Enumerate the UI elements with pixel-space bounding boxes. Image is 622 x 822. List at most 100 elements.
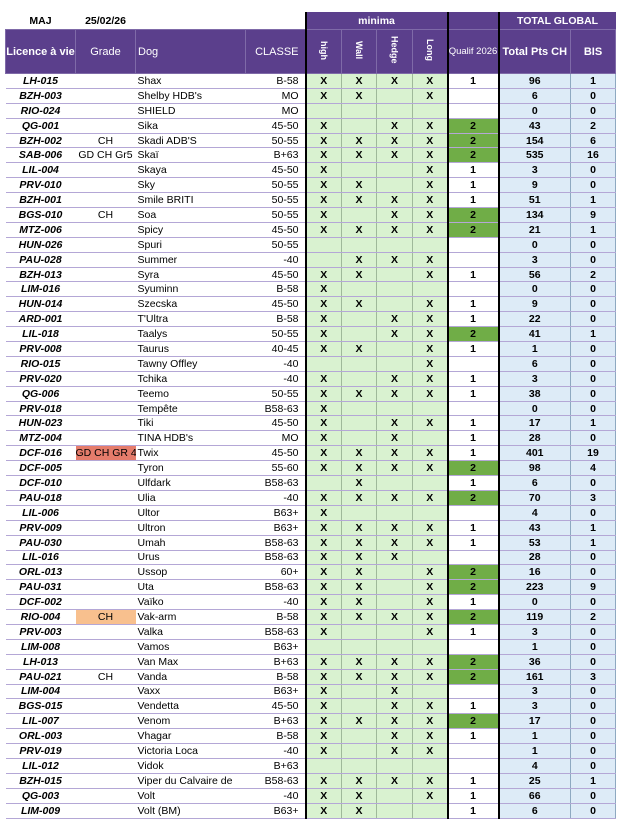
wall-cell[interactable]	[341, 103, 377, 119]
long-cell[interactable]	[411, 684, 449, 700]
classe-cell[interactable]: 45-50	[245, 267, 306, 283]
licence-cell[interactable]: BGS-015	[5, 698, 76, 715]
classe-cell[interactable]: 50-55	[245, 386, 306, 402]
long-cell[interactable]: X	[411, 713, 449, 730]
hedge-cell[interactable]: X	[376, 609, 413, 625]
licence-cell[interactable]: PRV-008	[5, 341, 76, 357]
licence-cell[interactable]: LH-013	[5, 654, 76, 670]
bis-cell[interactable]: 3	[570, 669, 617, 685]
hedge-cell[interactable]: X	[376, 252, 413, 268]
total-pts-cell[interactable]: 3	[498, 162, 572, 179]
grade-cell[interactable]	[75, 460, 136, 477]
table-row[interactable]: ARD-001 T'Ultra B-58 X X X 1 22 0	[5, 311, 617, 328]
wall-cell[interactable]	[341, 728, 377, 745]
wall-cell[interactable]	[341, 326, 377, 343]
high-cell[interactable]: X	[304, 713, 342, 730]
table-row[interactable]: LIL-016 Urus B58-63 X X X 28 0	[5, 550, 617, 566]
licence-cell[interactable]: ORL-003	[5, 728, 76, 745]
dog-cell[interactable]: Tchika	[135, 371, 246, 387]
wall-cell[interactable]	[341, 237, 377, 253]
table-row[interactable]: PAU-028 Summer -40 X X X 3 0	[5, 252, 617, 268]
bis-cell[interactable]: 0	[570, 311, 617, 328]
table-row[interactable]: MTZ-004 TINA HDB's MO X X 1 28 0	[5, 430, 617, 447]
classe-cell[interactable]: B58-63	[245, 624, 306, 640]
total-pts-cell[interactable]: 0	[498, 401, 572, 417]
bis-cell[interactable]: 1	[570, 535, 617, 551]
hedge-cell[interactable]	[376, 177, 413, 194]
wall-cell[interactable]: X	[341, 594, 377, 611]
hedge-cell[interactable]	[376, 624, 413, 640]
grade-cell[interactable]	[75, 788, 136, 804]
classe-cell[interactable]: 45-50	[245, 445, 306, 462]
classe-cell[interactable]: 45-50	[245, 162, 306, 179]
qualif-cell[interactable]: 2	[447, 118, 500, 134]
table-row[interactable]: BZH-002 CH Skadi ADB'S 50-55 X X X X 2 154 6	[5, 133, 617, 149]
licence-cell[interactable]: LH-015	[5, 73, 76, 89]
classe-cell[interactable]: B58-63	[245, 475, 306, 491]
high-cell[interactable]: X	[304, 371, 342, 387]
bis-cell[interactable]: 9	[570, 579, 617, 596]
classe-cell[interactable]: 45-50	[245, 222, 306, 238]
long-cell[interactable]: X	[411, 118, 449, 134]
long-cell[interactable]: X	[411, 564, 449, 581]
high-cell[interactable]: X	[304, 728, 342, 745]
hedge-cell[interactable]	[376, 237, 413, 253]
long-cell[interactable]: X	[411, 460, 449, 477]
bis-cell[interactable]: 1	[570, 415, 617, 432]
high-cell[interactable]: X	[304, 222, 342, 238]
dog-cell[interactable]: Skaya	[135, 162, 246, 179]
wall-cell[interactable]: X	[341, 564, 377, 581]
grade-cell[interactable]	[75, 371, 136, 387]
classe-cell[interactable]: 50-55	[245, 177, 306, 194]
high-cell[interactable]: X	[304, 624, 342, 640]
wall-cell[interactable]: X	[341, 147, 377, 164]
licence-cell[interactable]: QG-006	[5, 386, 76, 402]
long-cell[interactable]: X	[411, 579, 449, 596]
long-cell[interactable]: X	[411, 535, 449, 551]
grade-cell[interactable]	[75, 564, 136, 581]
long-cell[interactable]: X	[411, 177, 449, 194]
table-row[interactable]: RIO-015 Tawny Offley -40 X 6 0	[5, 356, 617, 372]
hedge-cell[interactable]: X	[376, 445, 413, 462]
grade-cell[interactable]	[75, 579, 136, 596]
table-row[interactable]: PRV-003 Valka B58-63 X X 1 3 0	[5, 624, 617, 640]
high-cell[interactable]: X	[304, 788, 342, 804]
col-bis[interactable]: BIS	[570, 29, 617, 74]
bis-cell[interactable]: 0	[570, 713, 617, 730]
licence-cell[interactable]: HUN-023	[5, 415, 76, 432]
total-pts-cell[interactable]: 4	[498, 505, 572, 521]
hedge-cell[interactable]: X	[376, 654, 413, 670]
hedge-cell[interactable]: X	[376, 415, 413, 432]
hedge-cell[interactable]: X	[376, 147, 413, 164]
classe-cell[interactable]: B58-63	[245, 401, 306, 417]
long-cell[interactable]	[411, 505, 449, 521]
wall-cell[interactable]: X	[341, 177, 377, 194]
high-cell[interactable]: X	[304, 609, 342, 625]
dog-cell[interactable]: Ussop	[135, 564, 246, 581]
total-pts-cell[interactable]: 0	[498, 281, 572, 298]
hedge-cell[interactable]: X	[376, 520, 413, 536]
high-cell[interactable]: X	[304, 281, 342, 298]
total-pts-cell[interactable]: 1	[498, 728, 572, 745]
classe-cell[interactable]: B-58	[245, 73, 306, 89]
classe-cell[interactable]: 50-55	[245, 237, 306, 253]
dog-cell[interactable]: SHIELD	[135, 103, 246, 119]
hedge-cell[interactable]	[376, 475, 413, 491]
total-pts-cell[interactable]: 43	[498, 118, 572, 134]
dog-cell[interactable]: Tyron	[135, 460, 246, 477]
qualif-cell[interactable]: 1	[447, 535, 500, 551]
licence-cell[interactable]: PAU-018	[5, 490, 76, 506]
grade-cell[interactable]	[75, 728, 136, 745]
classe-cell[interactable]: B-58	[245, 728, 306, 745]
classe-cell[interactable]: B-58	[245, 281, 306, 298]
qualif-cell[interactable]: 1	[447, 192, 500, 209]
bis-cell[interactable]: 0	[570, 103, 617, 119]
high-cell[interactable]: X	[304, 311, 342, 328]
long-cell[interactable]: X	[411, 133, 449, 149]
hedge-cell[interactable]: X	[376, 222, 413, 238]
dog-cell[interactable]: Urus	[135, 550, 246, 566]
dog-cell[interactable]: Venom	[135, 713, 246, 730]
high-cell[interactable]: X	[304, 267, 342, 283]
high-cell[interactable]: X	[304, 430, 342, 447]
table-row[interactable]: HUN-026 Spuri 50-55 0 0	[5, 237, 617, 253]
